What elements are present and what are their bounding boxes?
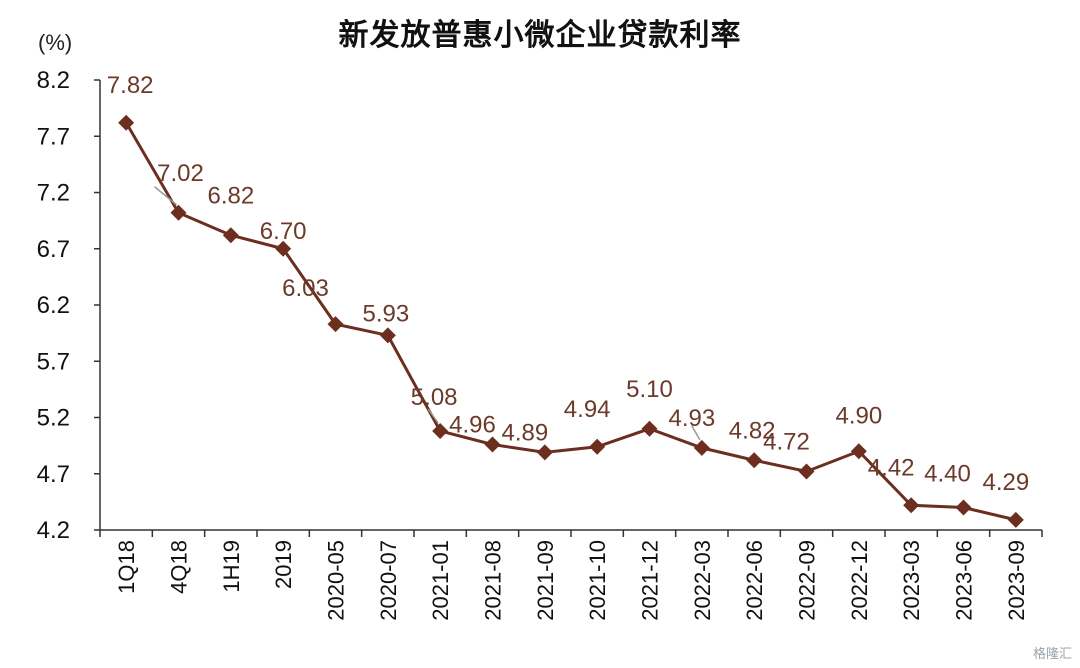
watermark: 格隆汇	[1032, 647, 1072, 662]
data-label: 6.82	[207, 182, 254, 209]
label-leader-line	[691, 425, 701, 441]
data-label: 4.72	[763, 429, 810, 456]
y-tick-label: 4.7	[37, 461, 70, 488]
data-point-marker	[850, 443, 867, 460]
label-leader-lines	[154, 186, 701, 441]
x-tick-label: 1H19	[219, 540, 244, 593]
x-tick-label: 4Q18	[167, 540, 192, 594]
y-tick-label: 4.2	[37, 517, 70, 544]
data-label: 5.10	[626, 376, 673, 403]
data-point-marker	[903, 497, 920, 514]
y-tick-label: 7.2	[37, 180, 70, 207]
data-point-marker	[170, 204, 187, 221]
y-tick-label: 5.7	[37, 348, 70, 375]
data-point-marker	[275, 240, 292, 257]
x-tick-label: 2023-03	[899, 540, 924, 621]
data-label: 4.29	[982, 469, 1029, 496]
data-point-marker	[955, 499, 972, 516]
data-point-marker	[746, 452, 763, 469]
data-label: 4.93	[668, 405, 715, 432]
x-tick-label: 2019	[271, 540, 296, 589]
x-tick-label: 2021-09	[533, 540, 558, 621]
x-tick-label: 2021-01	[428, 540, 453, 621]
data-labels: 7.82 7.026.826.70 6.03 5.93 5.084.96 4.89 4.94…	[107, 72, 1029, 496]
data-label: 4.89	[501, 419, 548, 446]
x-tick-label: 2020-07	[376, 540, 401, 621]
x-tick-label: 2022-09	[795, 540, 820, 621]
data-label: 4.94	[564, 396, 611, 423]
data-label: 5.08	[411, 384, 458, 411]
y-tick-label: 6.7	[37, 236, 70, 263]
y-tick-label: 5.2	[37, 405, 70, 432]
data-point-marker	[589, 438, 606, 455]
y-tick-label: 7.7	[37, 123, 70, 150]
data-point-marker	[432, 423, 449, 439]
x-tick-label: 1Q18	[114, 540, 139, 594]
data-label: 7.82	[107, 72, 154, 99]
data-label: 4.82	[729, 417, 776, 444]
label-leader-line	[154, 186, 177, 206]
x-tick-label: 2021-12	[638, 540, 663, 621]
series-markers	[118, 114, 1024, 528]
data-label: 4.40	[924, 461, 971, 488]
data-point-marker	[484, 436, 501, 453]
data-point-marker	[693, 439, 710, 456]
data-point-marker	[798, 463, 815, 480]
x-tick-label: 2022-06	[742, 540, 767, 621]
x-tick-label: 2020-05	[324, 540, 349, 621]
x-axis-ticks: 1Q18 4Q18 1H19 2019 2020-05 2020-07 2021-01 202…	[99, 530, 1043, 621]
data-point-marker	[222, 227, 239, 244]
x-tick-label: 2021-10	[585, 540, 610, 621]
data-point-marker	[641, 420, 658, 437]
label-leader-line	[427, 408, 439, 424]
x-tick-label: 2022-12	[847, 540, 872, 621]
x-tick-label: 2022-03	[690, 540, 715, 621]
data-point-marker	[379, 327, 396, 344]
data-label: 6.70	[260, 218, 307, 245]
data-label: 7.02	[157, 160, 204, 187]
y-unit-label: (%)	[38, 30, 73, 55]
data-point-marker	[327, 316, 344, 333]
data-label: 4.42	[868, 454, 915, 481]
chart-title: 新发放普惠小微企业贷款利率	[338, 18, 742, 53]
data-point-marker	[1007, 511, 1024, 528]
x-tick-label: 2021-08	[481, 540, 506, 621]
y-tick-label: 6.2	[37, 292, 70, 319]
series-line	[124, 121, 1017, 522]
x-tick-label: 2023-06	[952, 540, 977, 621]
data-point-marker	[536, 444, 553, 461]
data-label: 5.93	[362, 300, 409, 327]
data-label: 4.90	[835, 402, 882, 429]
data-label: 4.96	[449, 412, 496, 439]
y-tick-label: 8.2	[37, 67, 70, 94]
data-label: 6.03	[282, 275, 329, 302]
data-point-marker	[118, 114, 135, 131]
x-tick-label: 2023-09	[1004, 540, 1029, 621]
series-line-path	[124, 121, 1017, 522]
y-axis-ticks: 4.2 4.7 5.2 5.7 6.2 6.7 7.2 7.7 8.2	[37, 67, 100, 544]
